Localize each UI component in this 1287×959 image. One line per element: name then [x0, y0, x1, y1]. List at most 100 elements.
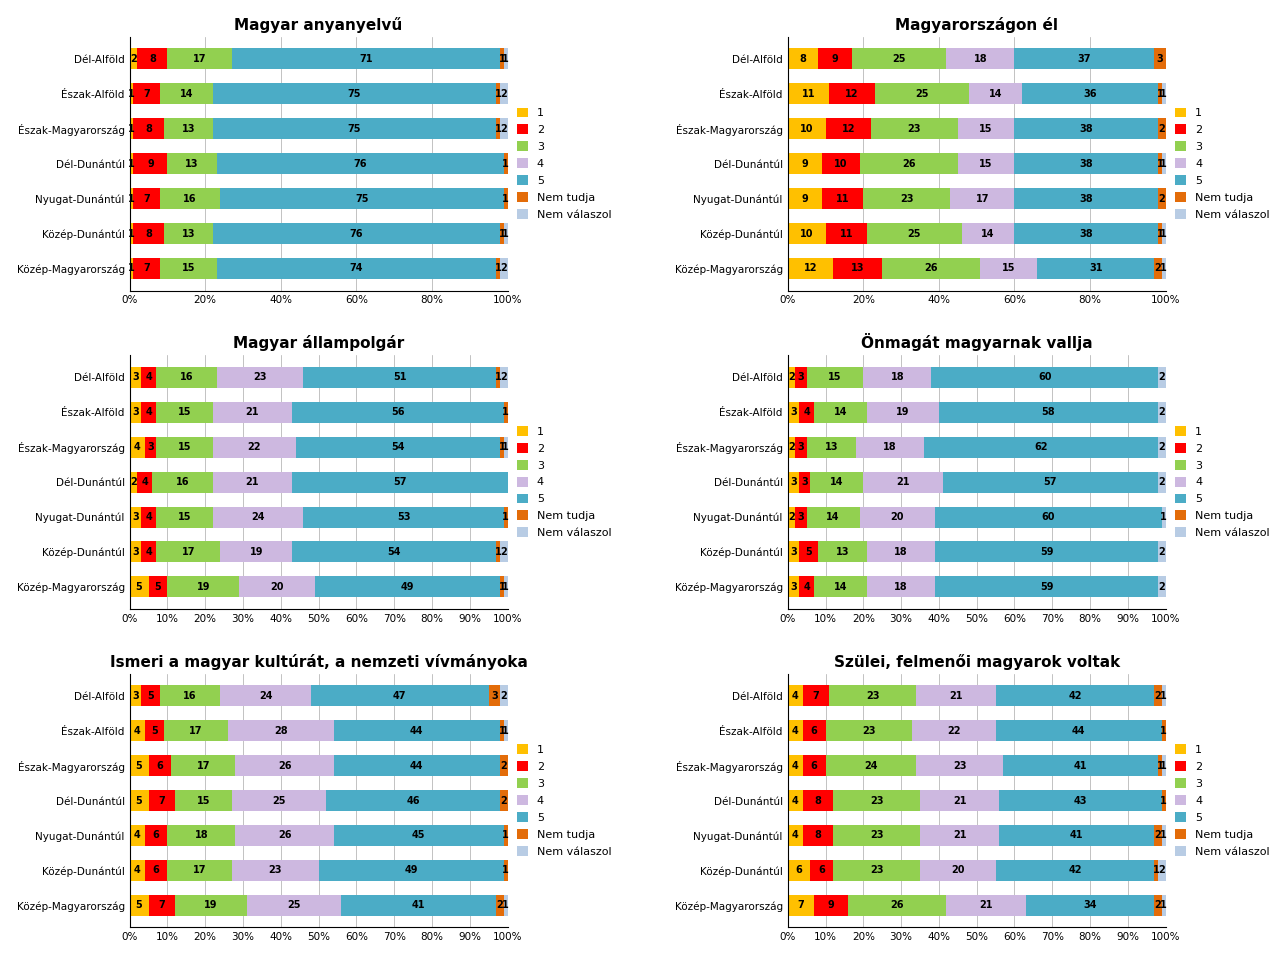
Bar: [1158, 576, 1166, 597]
Text: 20: 20: [951, 865, 964, 876]
Text: 1: 1: [1161, 760, 1167, 770]
Bar: [788, 223, 825, 244]
Text: 56: 56: [391, 408, 404, 417]
Text: 75: 75: [347, 124, 362, 133]
Bar: [130, 258, 134, 279]
Text: 12: 12: [842, 124, 855, 133]
Bar: [319, 860, 503, 881]
Bar: [981, 258, 1037, 279]
Bar: [942, 472, 1158, 493]
Bar: [867, 223, 961, 244]
Text: 23: 23: [269, 865, 282, 876]
Bar: [212, 402, 292, 423]
Text: 12: 12: [803, 264, 817, 273]
Bar: [788, 436, 795, 457]
Text: 2: 2: [501, 264, 507, 273]
Text: 18: 18: [974, 54, 987, 63]
Bar: [142, 506, 156, 527]
Text: 3: 3: [798, 442, 804, 452]
Text: 6: 6: [157, 760, 163, 770]
Text: 17: 17: [193, 54, 206, 63]
Bar: [1026, 895, 1154, 916]
Text: 21: 21: [952, 830, 967, 840]
Text: 17: 17: [193, 865, 206, 876]
Text: 11: 11: [839, 228, 853, 239]
Bar: [1162, 506, 1166, 527]
Text: 26: 26: [902, 158, 915, 169]
Bar: [1162, 895, 1166, 916]
Text: 9: 9: [828, 901, 834, 910]
Bar: [799, 472, 811, 493]
Bar: [946, 48, 1014, 69]
Bar: [1154, 258, 1162, 279]
Bar: [232, 860, 319, 881]
Bar: [152, 472, 212, 493]
Bar: [148, 755, 171, 776]
Text: 23: 23: [870, 865, 883, 876]
Text: 4: 4: [803, 408, 810, 417]
Text: 3: 3: [133, 512, 139, 522]
Bar: [503, 860, 507, 881]
Bar: [247, 895, 341, 916]
Bar: [503, 576, 507, 597]
Bar: [1158, 223, 1162, 244]
Text: 4: 4: [792, 830, 799, 840]
Bar: [175, 790, 232, 811]
Text: 1: 1: [1157, 228, 1163, 239]
Bar: [1158, 118, 1166, 139]
Bar: [803, 720, 825, 741]
Bar: [497, 895, 503, 916]
Text: 3: 3: [133, 408, 139, 417]
Bar: [160, 83, 212, 105]
Text: 23: 23: [900, 194, 914, 203]
Bar: [799, 542, 819, 563]
Text: 24: 24: [864, 760, 878, 770]
Text: 1: 1: [1161, 264, 1167, 273]
Text: 34: 34: [1084, 901, 1097, 910]
Text: 21: 21: [896, 477, 910, 487]
Text: 43: 43: [1073, 796, 1088, 806]
Bar: [292, 542, 497, 563]
Text: 3: 3: [133, 690, 139, 701]
Text: 14: 14: [834, 582, 847, 592]
Bar: [148, 576, 167, 597]
Text: 1: 1: [498, 442, 506, 452]
Bar: [499, 436, 503, 457]
Bar: [304, 366, 497, 387]
Bar: [134, 258, 160, 279]
Bar: [950, 188, 1014, 209]
Bar: [807, 436, 856, 457]
Text: 1: 1: [498, 726, 506, 736]
Bar: [156, 506, 212, 527]
Text: 2: 2: [501, 690, 507, 701]
Bar: [1037, 258, 1154, 279]
Text: 5: 5: [806, 547, 812, 557]
Bar: [130, 366, 142, 387]
Text: 1: 1: [1161, 228, 1167, 239]
Text: 19: 19: [205, 901, 218, 910]
Bar: [936, 542, 1158, 563]
Legend: 1, 2, 3, 4, 5, Nem tudja, Nem válaszol: 1, 2, 3, 4, 5, Nem tudja, Nem válaszol: [517, 426, 611, 538]
Bar: [833, 860, 920, 881]
Bar: [130, 755, 148, 776]
Text: 71: 71: [359, 54, 372, 63]
Bar: [489, 685, 499, 706]
Bar: [292, 472, 507, 493]
Text: 1: 1: [494, 547, 502, 557]
Bar: [788, 895, 815, 916]
Bar: [167, 48, 232, 69]
Text: 58: 58: [1041, 408, 1055, 417]
Bar: [996, 685, 1154, 706]
Bar: [167, 153, 216, 174]
Text: 47: 47: [393, 690, 407, 701]
Text: 23: 23: [862, 726, 875, 736]
Bar: [1154, 860, 1158, 881]
Text: 23: 23: [907, 124, 921, 133]
Bar: [803, 790, 833, 811]
Bar: [228, 720, 333, 741]
Text: 6: 6: [811, 726, 817, 736]
Bar: [1162, 83, 1166, 105]
Text: 23: 23: [870, 830, 883, 840]
Text: 60: 60: [1037, 372, 1051, 382]
Bar: [503, 223, 507, 244]
